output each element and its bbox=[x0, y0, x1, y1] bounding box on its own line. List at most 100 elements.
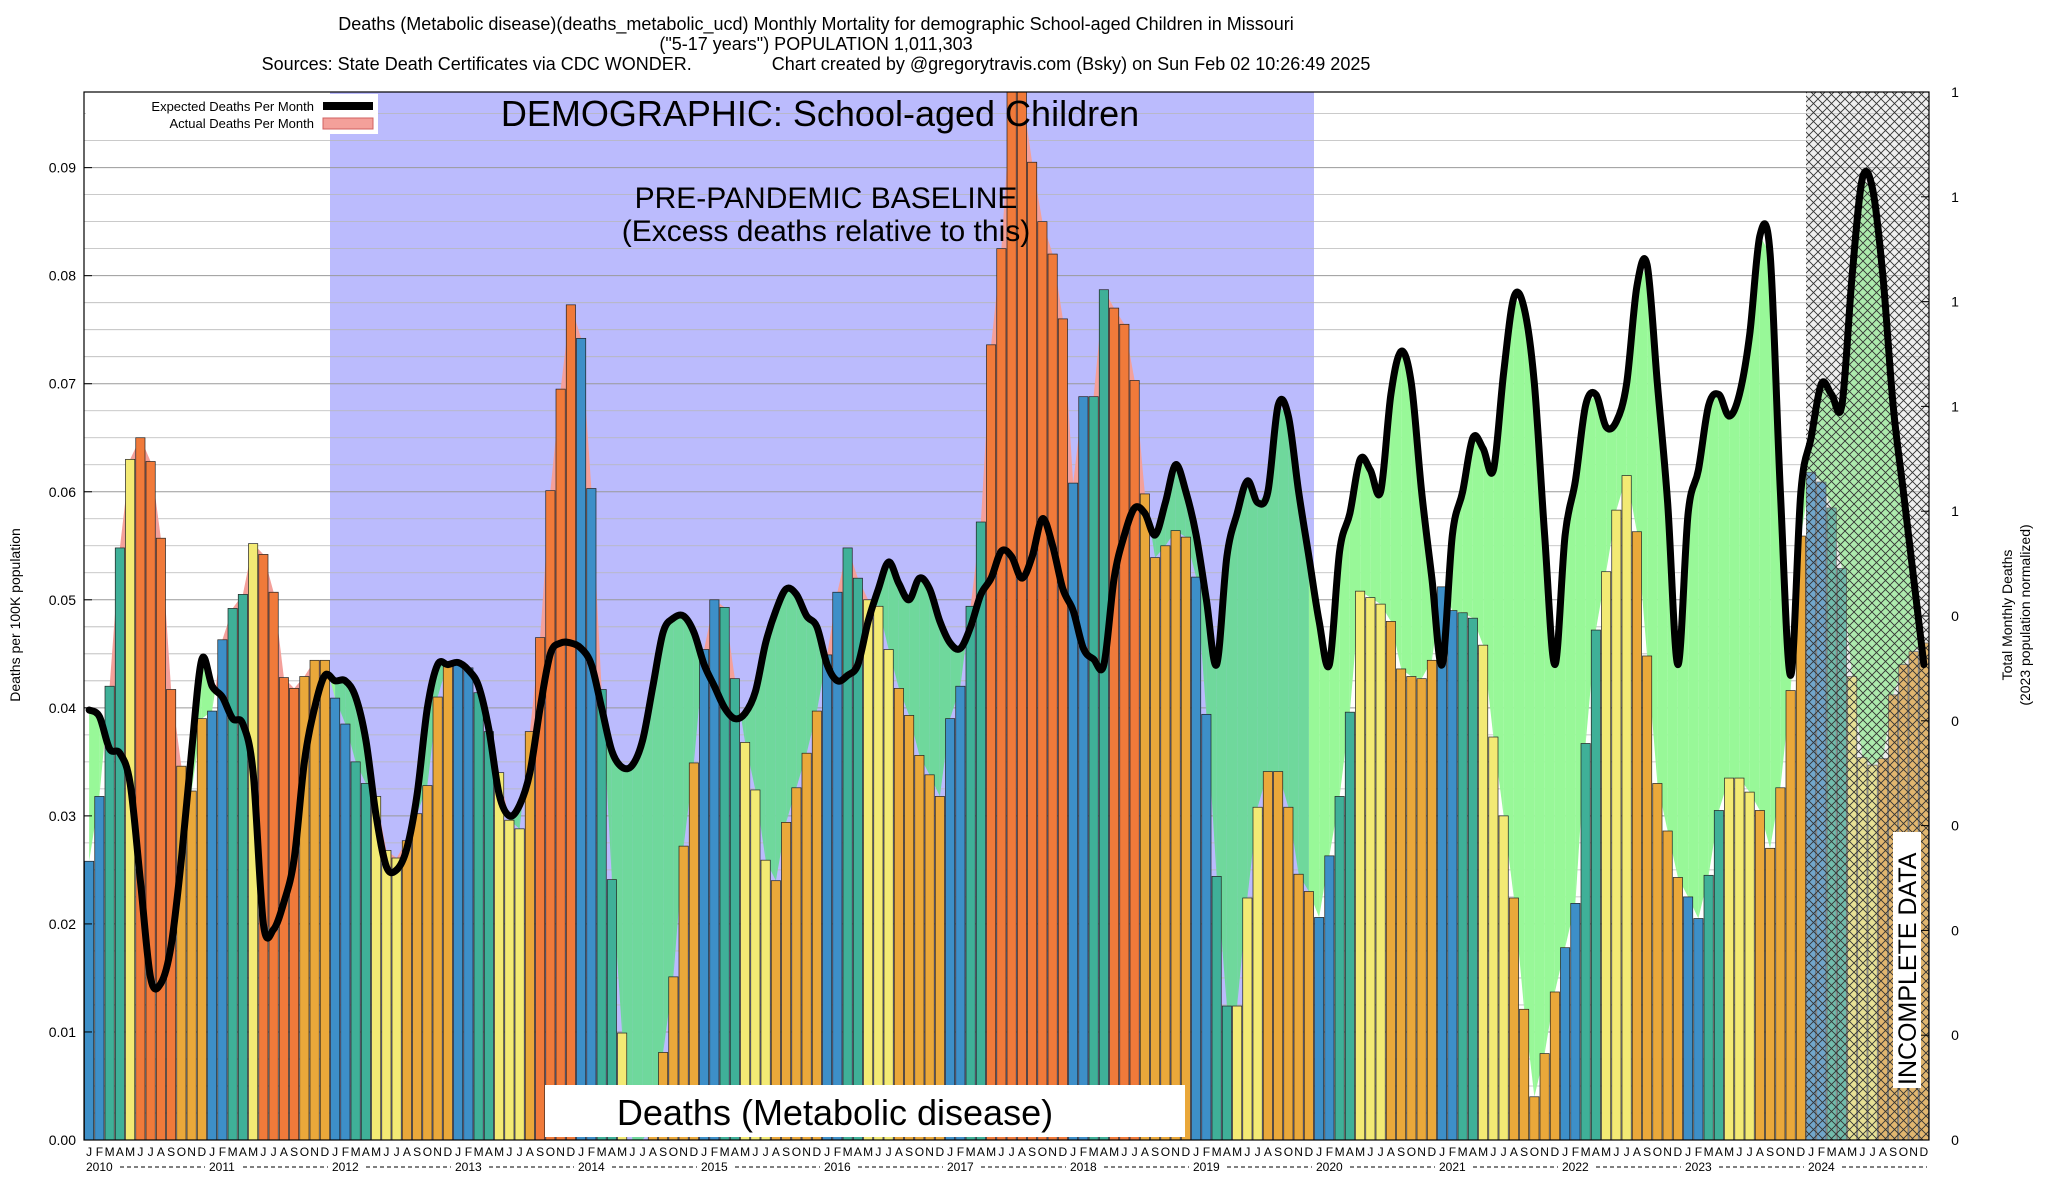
chart-title: Deaths (Metabolic disease)(deaths_metabo… bbox=[338, 14, 1294, 34]
difference-area-segment bbox=[1401, 351, 1412, 677]
month-tick-label: M bbox=[1478, 1145, 1488, 1159]
y-tick-label: 0.04 bbox=[49, 700, 76, 716]
month-bar bbox=[463, 667, 474, 1140]
month-tick-label: O bbox=[1776, 1145, 1785, 1159]
month-tick-label: N bbox=[310, 1145, 319, 1159]
month-tick-label: D bbox=[567, 1145, 576, 1159]
month-bar bbox=[1088, 396, 1099, 1140]
difference-area-segment bbox=[1698, 405, 1709, 919]
difference-area-segment bbox=[1288, 416, 1299, 875]
year-tick-label: 2017 bbox=[947, 1160, 974, 1174]
month-bar bbox=[196, 718, 207, 1140]
difference-area-segment bbox=[1175, 464, 1186, 538]
month-bar bbox=[360, 783, 371, 1140]
month-tick-label: O bbox=[1653, 1145, 1662, 1159]
month-tick-label: J bbox=[1132, 1145, 1138, 1159]
month-bar bbox=[904, 715, 915, 1140]
month-bar bbox=[1683, 896, 1694, 1140]
month-tick-label: M bbox=[843, 1145, 853, 1159]
difference-area-segment bbox=[1503, 297, 1514, 898]
y2-tick-label: 1 bbox=[1951, 294, 1959, 310]
month-bar bbox=[791, 787, 802, 1140]
month-bar bbox=[1211, 876, 1222, 1140]
month-tick-label: F bbox=[1203, 1145, 1210, 1159]
month-bar bbox=[1467, 617, 1478, 1140]
baseline-label-line1: PRE-PANDEMIC BASELINE bbox=[635, 182, 1018, 215]
month-tick-label: S bbox=[1274, 1145, 1282, 1159]
month-bar bbox=[412, 813, 423, 1140]
difference-area-segment bbox=[1370, 470, 1381, 605]
month-tick-label: M bbox=[1355, 1145, 1365, 1159]
month-bar bbox=[1180, 536, 1191, 1140]
month-tick-label: J bbox=[752, 1145, 758, 1159]
month-bar bbox=[535, 637, 546, 1140]
month-bar bbox=[1303, 891, 1314, 1140]
month-tick-label: F bbox=[96, 1145, 103, 1159]
month-bar bbox=[1355, 590, 1366, 1140]
difference-area-segment bbox=[919, 578, 930, 775]
month-bar bbox=[709, 599, 720, 1140]
month-tick-label: M bbox=[1724, 1145, 1734, 1159]
month-bar bbox=[494, 772, 505, 1140]
month-tick-label: A bbox=[403, 1145, 411, 1159]
month-bar bbox=[1416, 678, 1427, 1140]
difference-area-segment bbox=[1298, 491, 1309, 892]
month-tick-label: F bbox=[342, 1145, 349, 1159]
month-bar bbox=[227, 608, 238, 1140]
difference-area-segment bbox=[427, 664, 438, 786]
month-bar bbox=[1334, 796, 1345, 1140]
month-tick-label: M bbox=[474, 1145, 484, 1159]
month-bar bbox=[1590, 629, 1601, 1140]
month-tick-label: A bbox=[1223, 1145, 1231, 1159]
month-tick-label: D bbox=[1428, 1145, 1437, 1159]
year-tick-label: 2015 bbox=[701, 1160, 728, 1174]
year-tick-label: 2010 bbox=[86, 1160, 113, 1174]
month-bar bbox=[1713, 810, 1724, 1140]
month-tick-label: J bbox=[1562, 1145, 1568, 1159]
difference-area-segment bbox=[89, 709, 100, 862]
month-tick-label: N bbox=[925, 1145, 934, 1159]
difference-area-segment bbox=[1626, 286, 1637, 532]
month-tick-label: A bbox=[1879, 1145, 1887, 1159]
pre-pandemic-baseline-region bbox=[330, 92, 1314, 1140]
month-bar bbox=[832, 591, 843, 1140]
month-tick-label: F bbox=[1080, 1145, 1087, 1159]
month-bar bbox=[729, 678, 740, 1140]
month-tick-label: M bbox=[1704, 1145, 1714, 1159]
month-bar bbox=[319, 659, 330, 1140]
month-bar bbox=[145, 461, 156, 1140]
y-tick-label: 0.00 bbox=[49, 1132, 76, 1148]
month-bar bbox=[811, 710, 822, 1140]
difference-area-segment bbox=[1278, 405, 1289, 808]
month-bar bbox=[1560, 947, 1571, 1140]
month-tick-label: J bbox=[1808, 1145, 1814, 1159]
month-tick-label: F bbox=[588, 1145, 595, 1159]
y2-tick-label: 0 bbox=[1951, 922, 1959, 938]
month-tick-label: O bbox=[546, 1145, 555, 1159]
y-axis-label: Deaths per 100K population bbox=[7, 528, 23, 702]
month-bar bbox=[1570, 903, 1581, 1140]
month-bar bbox=[1662, 830, 1673, 1140]
month-tick-label: M bbox=[720, 1145, 730, 1159]
incomplete-data-label-group: INCOMPLETE DATA bbox=[1893, 832, 1922, 1088]
month-tick-label: J bbox=[137, 1145, 143, 1159]
month-bar bbox=[1754, 810, 1765, 1140]
month-tick-label: M bbox=[1581, 1145, 1591, 1159]
month-bar bbox=[504, 819, 515, 1140]
month-tick-label: M bbox=[228, 1145, 238, 1159]
month-tick-label: O bbox=[1407, 1145, 1416, 1159]
y-tick-label: 0.07 bbox=[49, 376, 76, 392]
difference-area-segment bbox=[1688, 470, 1699, 919]
legend-expected-swatch bbox=[323, 102, 373, 110]
month-bar bbox=[1273, 771, 1284, 1140]
month-bar bbox=[1724, 777, 1735, 1140]
month-tick-label: N bbox=[1909, 1145, 1918, 1159]
year-tick-label: 2022 bbox=[1562, 1160, 1589, 1174]
month-tick-label: S bbox=[905, 1145, 913, 1159]
legend-actual-label: Actual Deaths Per Month bbox=[169, 116, 314, 131]
month-bar bbox=[84, 860, 95, 1140]
month-tick-label: S bbox=[290, 1145, 298, 1159]
month-tick-label: M bbox=[125, 1145, 135, 1159]
y-tick-label: 0.02 bbox=[49, 916, 76, 932]
difference-area-segment bbox=[909, 578, 920, 756]
